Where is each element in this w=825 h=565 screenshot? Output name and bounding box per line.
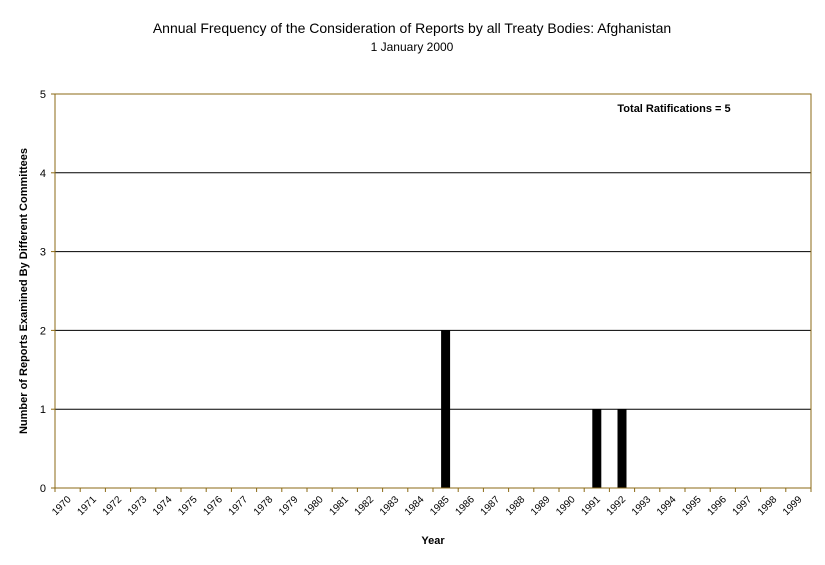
x-tick-label-1984: 1984	[403, 494, 427, 518]
plot-frame	[54, 93, 812, 489]
y-tick-label: 1	[40, 404, 46, 416]
x-tick-label-1975: 1975	[176, 494, 200, 518]
chart-title: Annual Frequency of the Consideration of…	[153, 20, 671, 36]
x-tick-label-1976: 1976	[201, 494, 225, 518]
x-tick-label-1992: 1992	[605, 494, 629, 518]
x-tick-label-1987: 1987	[479, 494, 503, 518]
x-axis: 1970 1971 1972 1973 1974 1975 1976 1977 1978 1979…	[50, 488, 812, 518]
x-tick-label-1981: 1981	[327, 494, 351, 518]
x-tick-label-1978: 1978	[252, 494, 276, 518]
x-tick-label-1973: 1973	[126, 494, 150, 518]
x-tick-label-1999: 1999	[781, 494, 805, 518]
x-tick-label-1985: 1985	[428, 494, 452, 518]
x-tick-label-1993: 1993	[630, 494, 654, 518]
bar-1991	[592, 409, 602, 488]
x-tick-label-1991: 1991	[579, 494, 603, 518]
x-tick-label-1980: 1980	[302, 494, 326, 518]
y-axis: 0 1 2 3 4 5	[40, 89, 55, 495]
y-tick-label: 2	[40, 325, 46, 337]
x-tick-label-1982: 1982	[353, 494, 377, 518]
x-tick-label-1988: 1988	[504, 494, 528, 518]
y-tick-label: 4	[40, 168, 46, 180]
x-tick-label-1989: 1989	[529, 494, 553, 518]
x-tick-label-1983: 1983	[378, 494, 402, 518]
x-tick-label-1995: 1995	[680, 494, 704, 518]
x-tick-label-1971: 1971	[75, 494, 99, 518]
x-tick-label-1994: 1994	[655, 494, 679, 518]
y-tick-label: 5	[40, 89, 46, 101]
gridlines	[55, 172, 811, 410]
x-tick-label-1998: 1998	[756, 494, 780, 518]
x-tick-label-1970: 1970	[50, 494, 74, 518]
x-tick-label-1996: 1996	[705, 494, 729, 518]
x-tick-label-1986: 1986	[453, 494, 477, 518]
y-tick-label: 3	[40, 247, 46, 259]
chart-subtitle: 1 January 2000	[371, 40, 454, 54]
bar-1992	[617, 409, 627, 488]
y-tick-label: 0	[40, 483, 46, 495]
x-tick-label-1972: 1972	[101, 494, 125, 518]
total-ratifications-annotation: Total Ratifications = 5	[617, 103, 730, 115]
x-tick-label-1977: 1977	[227, 494, 251, 518]
x-tick-label-1997: 1997	[731, 494, 755, 518]
x-tick-label-1979: 1979	[277, 494, 301, 518]
bars	[441, 330, 627, 488]
x-axis-label: Year	[421, 535, 445, 547]
x-tick-label-1974: 1974	[151, 494, 175, 518]
y-axis-label: Number of Reports Examined By Different …	[18, 148, 30, 434]
bar-1985	[441, 330, 451, 488]
x-tick-label-1990: 1990	[554, 494, 578, 518]
